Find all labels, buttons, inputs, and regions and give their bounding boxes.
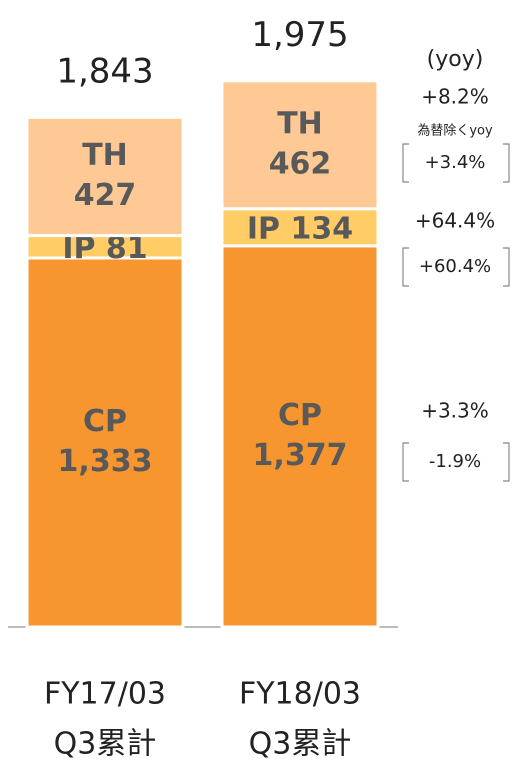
segment-value: 1,333 [58,444,153,479]
segment-value: 427 [74,178,137,213]
segment-name: IP [247,211,280,246]
x-tick-label: Q3累計 [54,727,157,760]
segment-value: 134 [290,211,353,246]
segment-label: IP 134 [247,211,353,246]
segment-name: CP [83,404,127,439]
total-label: 1,843 [56,51,153,91]
segment-name: CP [278,398,322,433]
segment-value: 1,377 [253,438,348,473]
bar-segment [220,244,380,629]
yoy-ex-fx: -1.9% [429,451,481,472]
yoy-ex-fx: +3.4% [425,152,486,173]
bracket [402,143,510,183]
x-tick-label: Q3累計 [249,727,352,760]
bracket [402,247,510,287]
segment-name: TH [277,106,323,141]
bracket [402,442,510,482]
yoy: +64.4% [415,209,495,233]
x-tick-label: FY18/03 [239,677,361,712]
ex-fx-header: 為替除くyoy [417,123,493,139]
segment-name: TH [82,138,128,173]
yoy: +3.3% [421,399,489,423]
bar-segment [220,79,380,211]
yoy-header: (yoy) [427,47,484,72]
segment-value: 462 [269,146,332,181]
bar-segment [25,256,185,629]
total-label: 1,975 [251,15,348,55]
yoy: +8.2% [421,85,489,109]
x-tick-label: FY17/03 [44,677,166,712]
yoy-ex-fx: +60.4% [419,256,491,277]
bar-segment [25,115,185,238]
